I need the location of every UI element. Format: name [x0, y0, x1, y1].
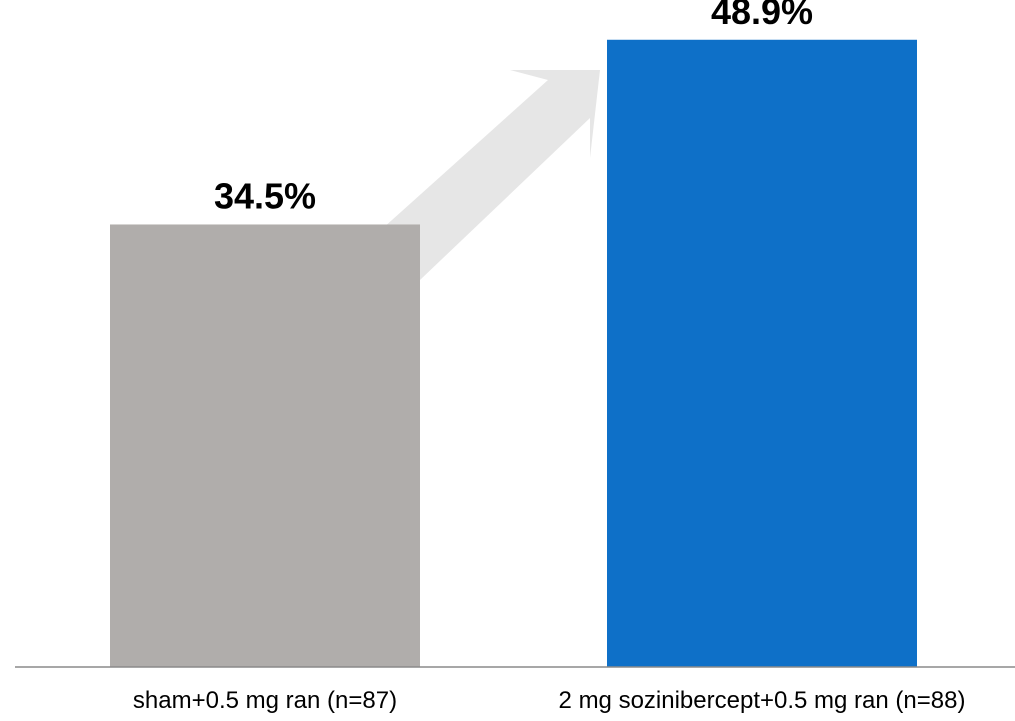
category-label-1: sham+0.5 mg ran (n=87) [133, 687, 397, 714]
increase-arrow [372, 70, 600, 280]
bars [110, 39, 917, 667]
category-label-2: 2 mg sozinibercept+0.5 mg ran (n=88) [559, 687, 966, 714]
bar-2 [607, 39, 917, 667]
bar-1 [110, 224, 420, 667]
category-labels: sham+0.5 mg ran (n=87) 2 mg sozinibercept… [133, 687, 966, 714]
data-label-1: 34.5% [214, 175, 316, 216]
data-label-2: 48.9% [711, 0, 813, 32]
data-labels: 34.5% 48.9% [214, 0, 813, 216]
